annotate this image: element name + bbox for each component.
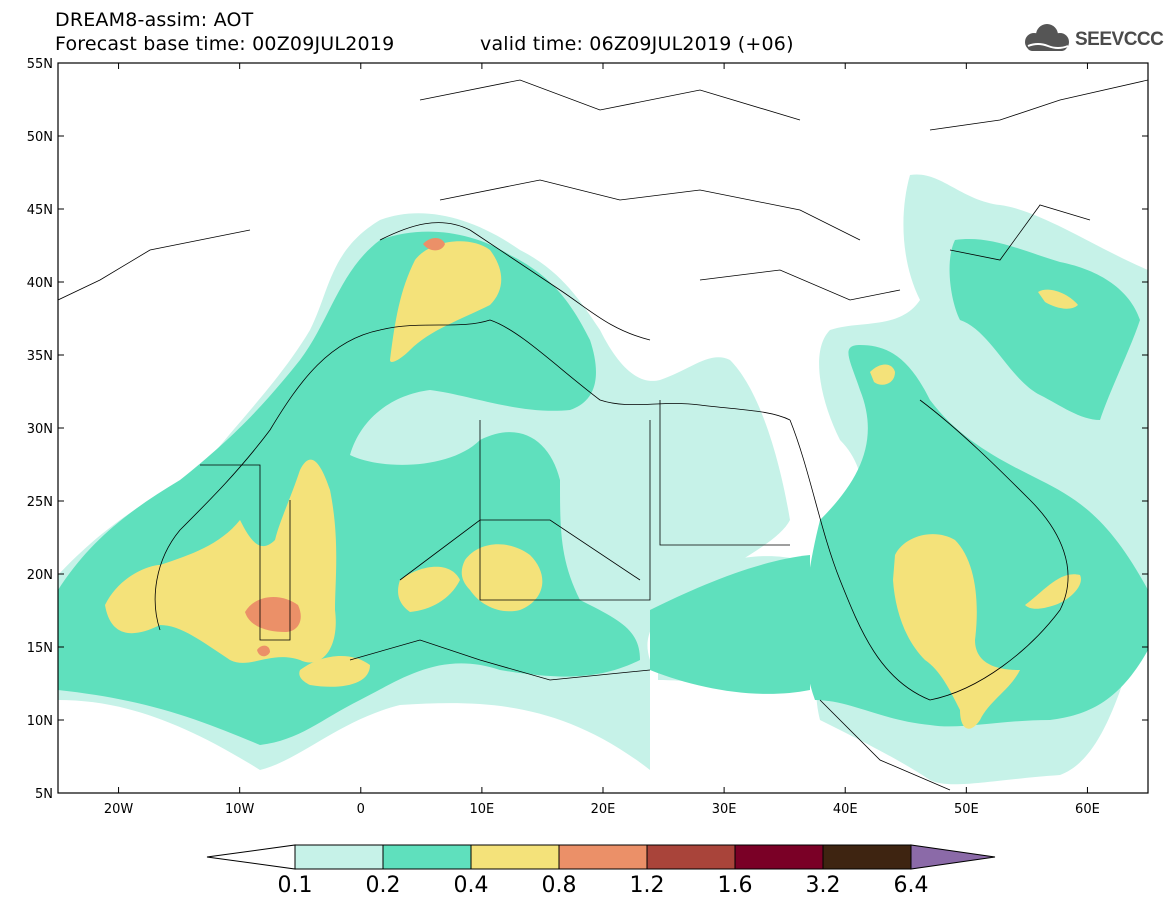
lat-tick-label: 45N bbox=[27, 203, 53, 218]
lon-tick-label: 50E bbox=[954, 802, 979, 817]
colorbar-level-label: 0.4 bbox=[453, 873, 489, 898]
colorbar-level-label: 1.6 bbox=[717, 873, 753, 898]
colorbar-level-label: 3.2 bbox=[805, 873, 841, 898]
map-title: DREAM8-assim: AOT bbox=[55, 9, 254, 31]
colorbar-level-label: 0.2 bbox=[365, 873, 401, 898]
lon-tick-label: 10E bbox=[470, 802, 495, 817]
logo-text: SEEVCCC bbox=[1075, 29, 1164, 50]
lat-tick-label: 40N bbox=[27, 276, 53, 291]
lat-tick-label: 30N bbox=[27, 422, 53, 437]
lon-tick-label: 20W bbox=[104, 802, 134, 817]
aot-contour-0-8 bbox=[245, 238, 445, 657]
lat-tick-label: 10N bbox=[27, 714, 53, 729]
country-borders bbox=[58, 79, 1148, 791]
lon-tick-label: 10W bbox=[225, 802, 255, 817]
lat-tick-label: 50N bbox=[27, 130, 53, 145]
axis-ticks bbox=[58, 62, 1148, 794]
latitude-axis: 55N 50N 45N 40N 35N 30N 25N 20N 15N 10N 5N bbox=[27, 57, 53, 802]
lat-tick-label: 20N bbox=[27, 568, 53, 583]
lat-tick-label: 25N bbox=[27, 495, 53, 510]
lat-tick-label: 5N bbox=[35, 787, 53, 802]
lon-tick-label: 40E bbox=[833, 802, 858, 817]
colorbar-level-label: 6.4 bbox=[893, 873, 929, 898]
colorbar-level-label: 0.1 bbox=[277, 873, 313, 898]
forecast-base-time: Forecast base time: 00Z09JUL2019 bbox=[55, 33, 395, 55]
lat-tick-label: 15N bbox=[27, 641, 53, 656]
lat-tick-label: 35N bbox=[27, 349, 53, 364]
lon-tick-label: 60E bbox=[1075, 802, 1100, 817]
lon-tick-label: 30E bbox=[712, 802, 737, 817]
colorbar-level-label: 0.8 bbox=[541, 873, 577, 898]
lon-tick-label: 20E bbox=[591, 802, 616, 817]
valid-time: valid time: 06Z09JUL2019 (+06) bbox=[480, 33, 794, 55]
colorbar-level-label: 1.2 bbox=[629, 873, 665, 898]
lon-tick-label: 0 bbox=[357, 802, 365, 817]
lat-tick-label: 55N bbox=[27, 57, 53, 72]
longitude-axis: 20W 10W 0 10E 20E 30E 40E 50E 60E bbox=[104, 802, 1100, 817]
cloud-icon bbox=[1025, 24, 1069, 51]
